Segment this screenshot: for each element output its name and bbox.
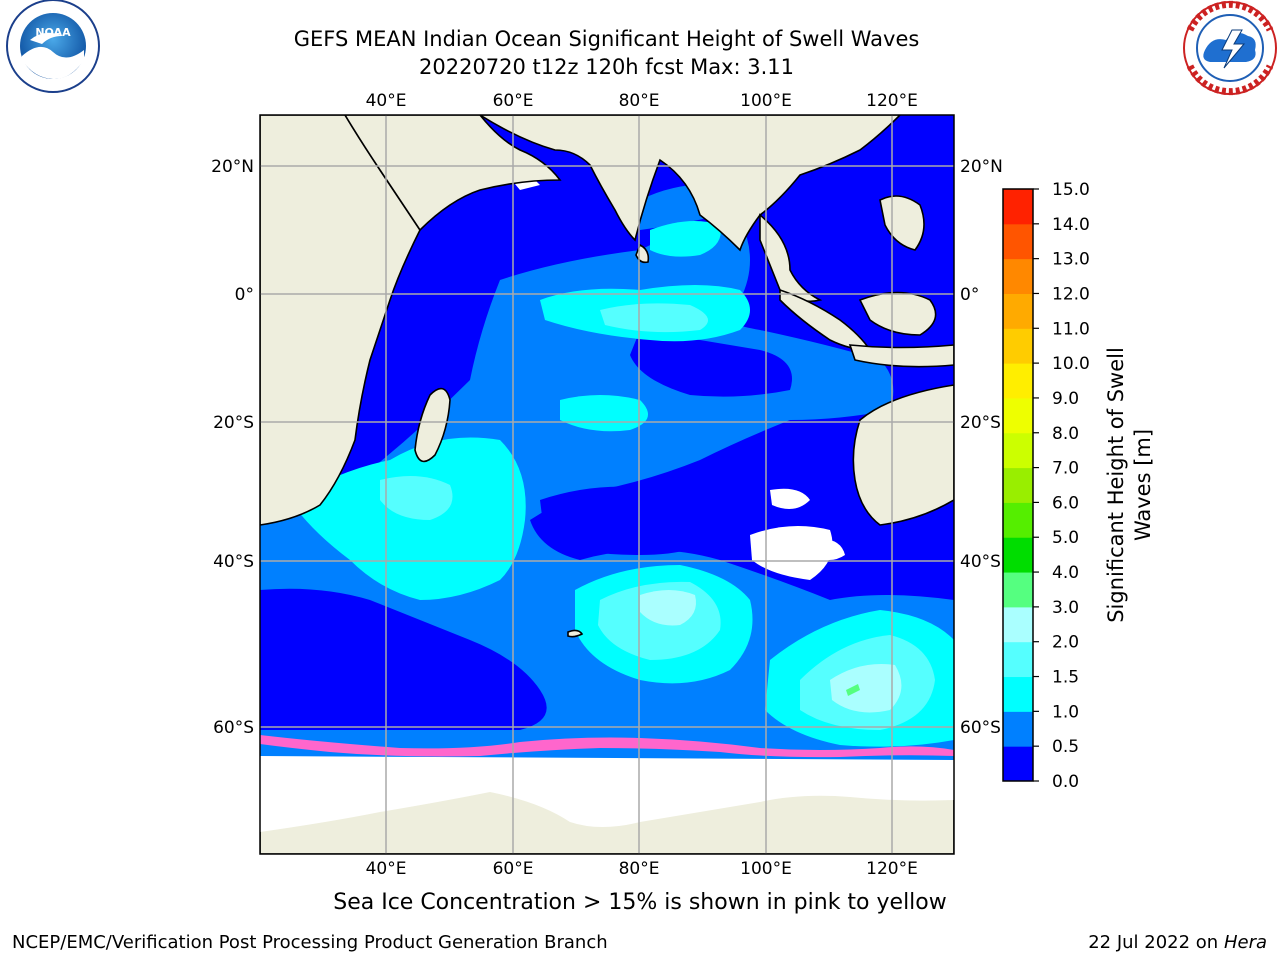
colorbar-tick-label: 4.0 bbox=[1052, 563, 1079, 583]
lon-tick-label-bottom: 80°E bbox=[619, 859, 660, 879]
lon-tick-label-bottom: 100°E bbox=[740, 859, 792, 879]
national-weather-service-logo-icon bbox=[1183, 0, 1277, 96]
lat-tick-label-left: 60°S bbox=[213, 718, 254, 738]
lon-tick-label-top: 60°E bbox=[493, 91, 534, 111]
lon-tick-label-top: 80°E bbox=[619, 91, 660, 111]
map-frame bbox=[259, 114, 955, 855]
australia-landmass bbox=[852, 384, 954, 526]
colorbar-tick-label: 6.0 bbox=[1052, 493, 1079, 513]
footer-date-text: 22 Jul 2022 on bbox=[1088, 932, 1224, 953]
colorbar-swatch bbox=[1003, 572, 1033, 608]
madagascar-landmass bbox=[414, 387, 451, 463]
lon-tick-label-bottom: 40°E bbox=[366, 859, 407, 879]
noaa-logo-text: NOAA bbox=[35, 26, 71, 39]
colorbar-tick-label: 1.0 bbox=[1052, 702, 1079, 722]
chart-title: GEFS MEAN Indian Ocean Significant Heigh… bbox=[293, 27, 920, 51]
colorbar-swatch bbox=[1003, 223, 1033, 260]
lon-tick-label-top: 40°E bbox=[366, 91, 407, 111]
colorbar-tick-label: 10.0 bbox=[1052, 354, 1090, 374]
colorbar-swatch bbox=[1003, 397, 1033, 434]
lon-tick-label-top: 120°E bbox=[866, 91, 918, 111]
swell-zone-1-5m bbox=[600, 303, 708, 333]
swell-zone-0-5m bbox=[260, 220, 954, 760]
colorbar bbox=[1003, 189, 1033, 782]
arabia-landmass bbox=[344, 115, 562, 232]
colorbar-swatch bbox=[1003, 293, 1033, 329]
lat-tick-label-left: 20°N bbox=[211, 157, 254, 177]
map-area bbox=[260, 115, 954, 854]
colorbar-tick-label: 3.0 bbox=[1052, 598, 1079, 618]
colorbar-tick-label: 13.0 bbox=[1052, 250, 1090, 270]
lat-tick-label-right: 20°S bbox=[960, 413, 1001, 433]
colorbar-tick-label: 12.0 bbox=[1052, 284, 1090, 304]
lon-tick-label-bottom: 120°E bbox=[866, 859, 918, 879]
lon-tick-label-top: 100°E bbox=[740, 91, 792, 111]
colorbar-swatch bbox=[1003, 746, 1033, 782]
colorbar-swatch bbox=[1003, 363, 1033, 399]
colorbar-swatch bbox=[1003, 432, 1033, 469]
colorbar-tick-label: 1.5 bbox=[1052, 668, 1079, 688]
colorbar-swatch bbox=[1003, 676, 1033, 712]
colorbar-swatch bbox=[1003, 467, 1033, 503]
colorbar-tick-label: 9.0 bbox=[1052, 389, 1079, 409]
colorbar-label-line2: Waves [m] bbox=[1131, 429, 1155, 541]
lat-tick-label-left: 20°S bbox=[213, 413, 254, 433]
sea-ice-edge bbox=[260, 735, 954, 758]
lon-tick-label-bottom: 60°E bbox=[493, 859, 534, 879]
colorbar-tick-label: 15.0 bbox=[1052, 180, 1090, 200]
lat-tick-label-right: 20°N bbox=[960, 157, 1003, 177]
colorbar-swatch bbox=[1003, 606, 1033, 643]
lat-tick-label-left: 40°S bbox=[213, 552, 254, 572]
colorbar-tick-label: 0.0 bbox=[1052, 772, 1079, 792]
colorbar-swatch bbox=[1003, 641, 1033, 678]
colorbar-frame bbox=[1002, 188, 1034, 782]
lat-tick-label-right: 60°S bbox=[960, 718, 1001, 738]
lat-tick-label-right: 40°S bbox=[960, 552, 1001, 572]
colorbar-label-line1: Significant Height of Swell bbox=[1104, 347, 1128, 623]
colorbar-swatch bbox=[1003, 711, 1033, 747]
colorbar-tick-label: 0.5 bbox=[1052, 737, 1079, 757]
lat-tick-label-left: 0° bbox=[235, 285, 254, 305]
colorbar-tick-label: 5.0 bbox=[1052, 528, 1079, 548]
colorbar-swatch bbox=[1003, 537, 1033, 573]
swell-zone-1-0m bbox=[290, 437, 526, 600]
colorbar-tick-label: 11.0 bbox=[1052, 319, 1090, 339]
colorbar-tick-label: 7.0 bbox=[1052, 459, 1079, 479]
colorbar-swatch bbox=[1003, 258, 1033, 294]
footer-host: Hera bbox=[1223, 932, 1267, 953]
sea-ice-note: Sea Ice Concentration > 15% is shown in … bbox=[333, 890, 947, 915]
graticule bbox=[260, 115, 954, 854]
noaa-logo-icon: NOAA bbox=[6, 0, 100, 93]
footer-credit: NCEP/EMC/Verification Post Processing Pr… bbox=[12, 932, 608, 953]
lat-tick-label-right: 0° bbox=[960, 285, 979, 305]
colorbar-swatch bbox=[1003, 502, 1033, 538]
south-asia-landmass bbox=[478, 115, 902, 252]
colorbar-swatch bbox=[1003, 189, 1033, 225]
colorbar-tick-label: 14.0 bbox=[1052, 215, 1090, 235]
swell-zone-2-0m bbox=[640, 590, 696, 626]
colorbar-tick-label: 8.0 bbox=[1052, 424, 1079, 444]
chart-subtitle: 20220720 t12z 120h fcst Max: 3.11 bbox=[419, 55, 794, 79]
colorbar-swatch bbox=[1003, 328, 1033, 364]
colorbar-tick-label: 2.0 bbox=[1052, 633, 1079, 653]
footer-date: 22 Jul 2022 on Hera bbox=[1088, 932, 1267, 953]
